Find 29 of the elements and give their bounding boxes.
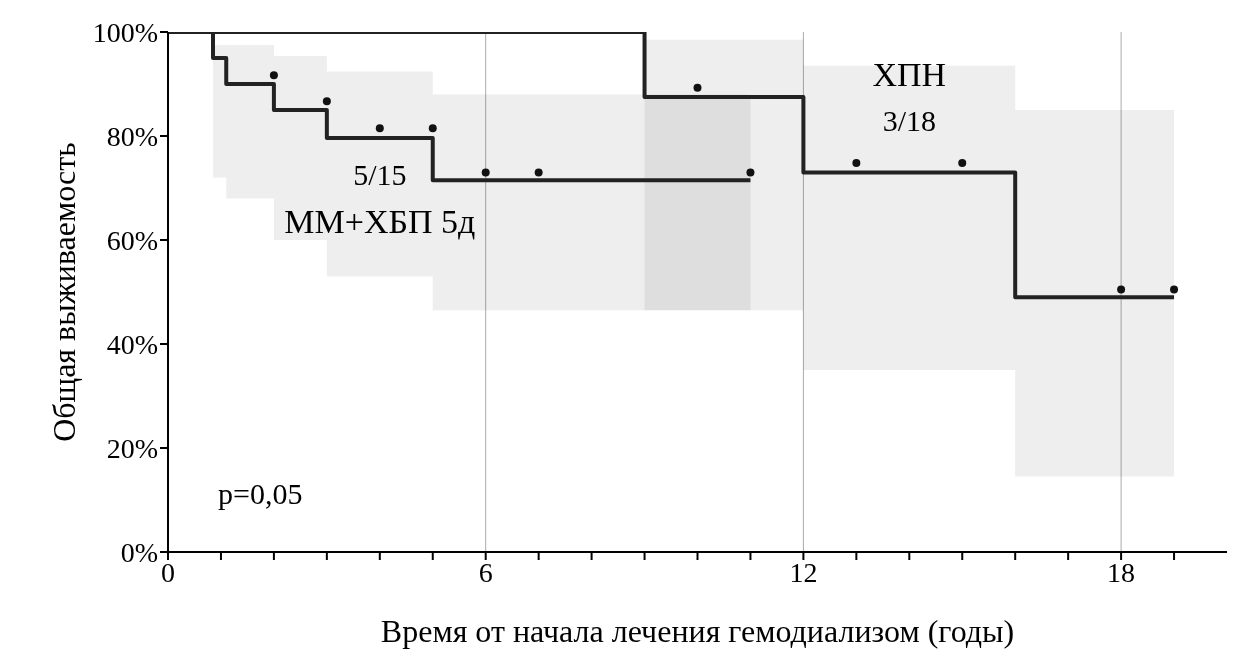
point	[322, 97, 331, 106]
annotation: 3/18	[882, 104, 936, 138]
point	[746, 168, 755, 177]
y-tick-label: 60%	[106, 224, 158, 256]
annotation: 5/15	[353, 158, 407, 192]
point	[534, 168, 543, 177]
y-tick-label: 0%	[120, 536, 158, 568]
point	[269, 71, 278, 80]
point	[481, 168, 490, 177]
x-axis-title: Время от начала лечения гемодиализом (годы)	[380, 613, 1015, 649]
text: ХПН	[872, 55, 947, 93]
point	[958, 159, 967, 168]
series-label: ММ+ХБП 5д	[284, 203, 476, 241]
point	[852, 159, 861, 168]
point	[1117, 285, 1126, 294]
point	[375, 124, 384, 133]
annotation: p=0,05	[218, 477, 303, 511]
y-tick-label: 40%	[106, 328, 158, 360]
point	[428, 124, 437, 133]
x-tick-label: 12	[789, 556, 818, 588]
x-tick-label: 6	[478, 556, 493, 588]
point	[693, 83, 702, 92]
y-tick-label: 20%	[106, 432, 158, 464]
y-tick-label: 80%	[106, 120, 158, 152]
point	[1170, 285, 1179, 294]
y-tick-label: 100%	[92, 16, 158, 48]
x-tick-label: 18	[1107, 556, 1136, 588]
x-tick-label: 0	[161, 556, 175, 588]
y-axis-title: Общая выживаемость	[46, 142, 83, 442]
